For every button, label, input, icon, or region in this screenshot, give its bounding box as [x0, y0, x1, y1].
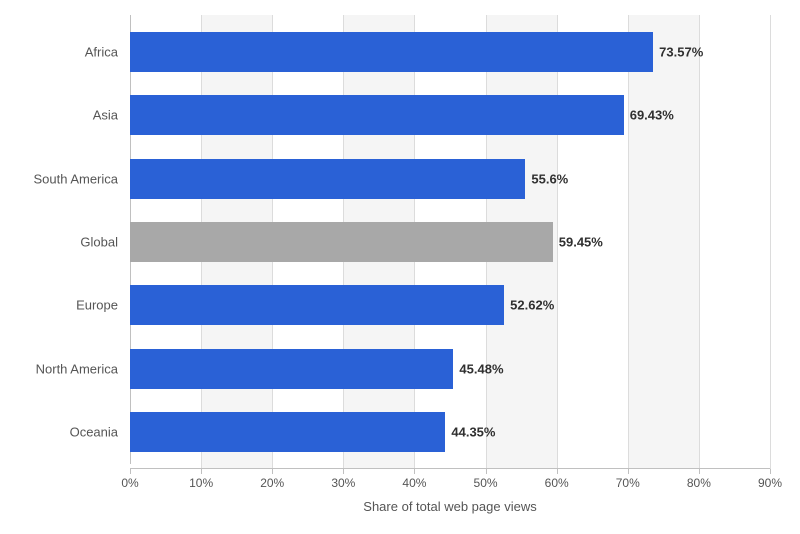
x-tick-label: 20% — [260, 476, 284, 490]
category-label: Oceania — [70, 425, 118, 440]
bar-value-label: 44.35% — [451, 425, 495, 440]
bar: 59.45% — [130, 222, 553, 262]
category-label: North America — [36, 361, 118, 376]
x-tick-mark — [343, 469, 344, 474]
bar-value-label: 45.48% — [459, 361, 503, 376]
bar-row: 52.62% — [130, 285, 770, 325]
bar: 55.6% — [130, 159, 525, 199]
x-tick-label: 70% — [616, 476, 640, 490]
bar-row: 73.57% — [130, 32, 770, 72]
plot-area: 73.57%Africa69.43%Asia55.6%South America… — [130, 20, 770, 464]
bar-value-label: 73.57% — [659, 44, 703, 59]
x-tick-label: 0% — [121, 476, 138, 490]
chart-container: 73.57% Africa 69.43% Asia 55.6% South America… — [0, 0, 800, 534]
x-tick-mark — [699, 469, 700, 474]
bar: 44.35% — [130, 412, 445, 452]
x-tick-label: 50% — [474, 476, 498, 490]
bars-group: 73.57%Africa69.43%Asia55.6%South America… — [130, 20, 770, 464]
bar: 45.48% — [130, 349, 453, 389]
category-label: Europe — [76, 298, 118, 313]
x-tick-mark — [272, 469, 273, 474]
bar-row: 59.45% — [130, 222, 770, 262]
bar-row: 44.35% — [130, 412, 770, 452]
x-axis-line — [130, 468, 770, 469]
x-axis-title: Share of total web page views — [363, 499, 536, 514]
x-tick-label: 10% — [189, 476, 213, 490]
category-label: Asia — [93, 108, 118, 123]
x-tick-mark — [130, 469, 131, 474]
bar: 52.62% — [130, 285, 504, 325]
x-tick-label: 40% — [402, 476, 426, 490]
x-tick-mark — [557, 469, 558, 474]
bar-row: 45.48% — [130, 349, 770, 389]
x-tick-mark — [628, 469, 629, 474]
bar-row: 55.6% — [130, 159, 770, 199]
x-tick-mark — [201, 469, 202, 474]
bar: 73.57% — [130, 32, 653, 72]
category-label: South America — [33, 171, 118, 186]
x-tick-label: 60% — [545, 476, 569, 490]
category-label: Global — [80, 235, 118, 250]
bar-row: 69.43% — [130, 95, 770, 135]
category-label: Africa — [85, 44, 118, 59]
x-tick-mark — [414, 469, 415, 474]
x-tick-label: 30% — [331, 476, 355, 490]
bar: 69.43% — [130, 95, 624, 135]
x-tick-mark — [486, 469, 487, 474]
bar-value-label: 69.43% — [630, 108, 674, 123]
bar-value-label: 59.45% — [559, 235, 603, 250]
grid-line — [770, 15, 771, 469]
x-tick-label: 90% — [758, 476, 782, 490]
bar-value-label: 52.62% — [510, 298, 554, 313]
bar-value-label: 55.6% — [531, 171, 568, 186]
x-tick-label: 80% — [687, 476, 711, 490]
x-tick-mark — [770, 469, 771, 474]
